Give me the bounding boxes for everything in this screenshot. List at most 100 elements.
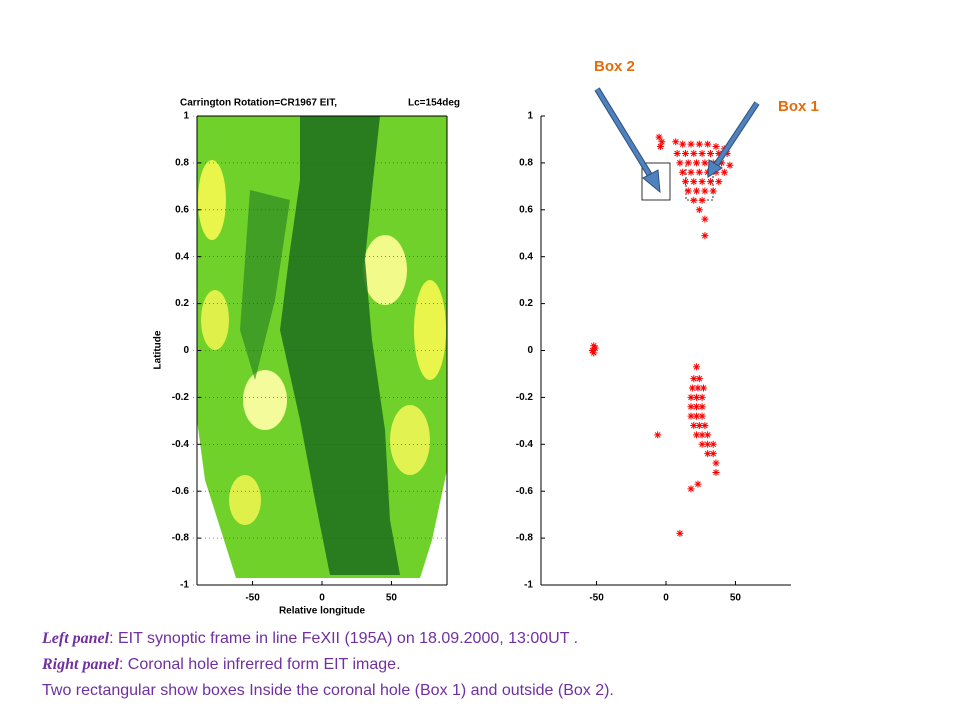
point <box>690 375 698 383</box>
point <box>694 480 702 488</box>
point <box>590 349 598 357</box>
point <box>701 159 709 167</box>
point <box>673 150 681 158</box>
point <box>695 206 703 214</box>
figure: Carrington Rotation=CR1967 EIT, Lc=154de… <box>153 58 819 617</box>
point <box>701 232 709 240</box>
point <box>693 403 701 411</box>
point <box>709 450 717 458</box>
point <box>712 142 720 150</box>
point <box>690 178 698 186</box>
point <box>695 375 703 383</box>
point <box>718 159 726 167</box>
y-tick-label: -0.8 <box>516 533 534 544</box>
y-tick-label: -0.2 <box>172 392 190 403</box>
point <box>687 168 695 176</box>
point <box>698 440 706 448</box>
point <box>698 178 706 186</box>
point <box>688 384 696 392</box>
point <box>698 403 706 411</box>
point <box>676 159 684 167</box>
point <box>706 178 714 186</box>
y-tick-label: -1 <box>524 580 533 591</box>
marks <box>588 133 734 537</box>
point <box>715 178 723 186</box>
panel-title: Carrington Rotation=CR1967 EIT, <box>180 98 337 109</box>
point <box>693 393 701 401</box>
point <box>715 150 723 158</box>
point <box>700 384 707 392</box>
caption-label: Left panel <box>42 630 110 647</box>
point <box>720 168 728 176</box>
y-tick-label: -0.2 <box>516 392 534 403</box>
caption-line: Right panel: Coronal hole infrerred form… <box>42 656 401 674</box>
y-tick-label: 1 <box>183 111 189 122</box>
point <box>679 168 687 176</box>
point <box>687 412 695 420</box>
point <box>656 142 664 150</box>
point <box>695 168 703 176</box>
box-label: Box 1 <box>778 98 819 115</box>
point <box>693 412 701 420</box>
point <box>687 485 695 493</box>
point <box>658 138 666 146</box>
caption-text: Two rectangular show boxes Inside the co… <box>42 682 614 699</box>
point <box>698 150 706 158</box>
point <box>690 150 698 158</box>
point <box>701 187 709 195</box>
point <box>698 431 706 439</box>
point <box>654 431 662 439</box>
point <box>588 347 596 354</box>
point <box>695 422 703 430</box>
y-tick-label: -0.8 <box>172 533 190 544</box>
point <box>694 384 702 392</box>
point <box>704 168 712 176</box>
point <box>706 150 714 158</box>
y-tick-label: -1 <box>180 580 189 591</box>
point <box>590 342 598 350</box>
point <box>698 393 706 401</box>
panel-annotation: Lc=154deg <box>408 98 460 109</box>
y-tick-label: 0.4 <box>519 251 533 262</box>
point <box>693 363 701 371</box>
point <box>693 159 701 167</box>
y-tick-label: -0.6 <box>172 486 190 497</box>
point <box>681 178 689 186</box>
point <box>701 215 709 223</box>
box-2 <box>641 162 671 201</box>
point <box>655 133 663 141</box>
box-label: Box 2 <box>594 58 635 75</box>
y-tick-label: 0 <box>527 345 533 356</box>
point <box>698 196 706 204</box>
y-tick-label: 0.2 <box>175 298 189 309</box>
point <box>704 431 712 439</box>
x-tick-label: 0 <box>319 593 325 604</box>
point <box>591 344 599 352</box>
y-tick-label: 0.2 <box>519 298 533 309</box>
x-axis-label: Relative longitude <box>279 606 366 617</box>
caption-line: Two rectangular show boxes Inside the co… <box>42 682 614 700</box>
point <box>684 187 692 195</box>
point <box>693 187 701 195</box>
point <box>695 140 703 148</box>
y-tick-label: 0.4 <box>175 251 189 262</box>
x-tick-label: 50 <box>386 593 398 604</box>
y-tick-label: 0 <box>183 345 189 356</box>
y-tick-label: 0.8 <box>519 158 533 169</box>
point <box>690 196 698 204</box>
x-tick-label: -50 <box>245 593 260 604</box>
point <box>679 140 687 148</box>
point <box>704 140 712 148</box>
point <box>704 450 712 458</box>
y-tick-label: -0.4 <box>172 439 190 450</box>
point <box>726 161 734 169</box>
caption-text: : Coronal hole infrerred form EIT image. <box>118 656 401 673</box>
synoptic-image <box>197 116 447 578</box>
point <box>701 422 709 430</box>
x-tick-label: -50 <box>589 593 604 604</box>
arrow <box>707 101 760 178</box>
point <box>687 140 695 148</box>
y-tick-label: 0.6 <box>519 204 533 215</box>
y-tick-label: 1 <box>527 111 533 122</box>
